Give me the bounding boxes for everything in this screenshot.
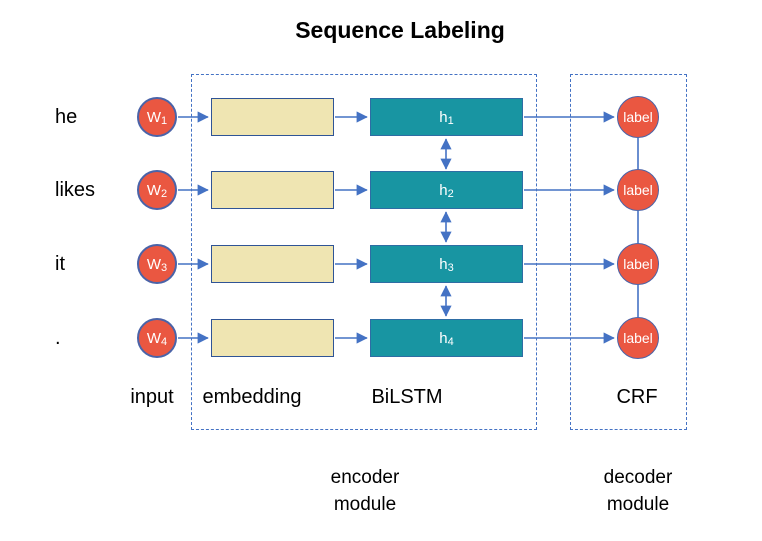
encoder-module-caption: encoder module xyxy=(331,464,400,518)
crf-label-node-4: label xyxy=(617,317,659,359)
crf-label-node-3: label xyxy=(617,243,659,285)
layer-label-bilstm: BiLSTM xyxy=(371,386,443,408)
w2-label: W2 xyxy=(146,181,168,200)
word-node-w2: W2 xyxy=(137,170,177,210)
decoder-module-caption: decoder module xyxy=(604,464,673,518)
diagram-title: Sequence Labeling xyxy=(295,17,505,43)
word-node-w1: W1 xyxy=(137,97,177,137)
h2-label: h2 xyxy=(439,181,454,200)
decoder-module-box xyxy=(570,74,687,430)
bilstm-box-h1: h1 xyxy=(370,98,523,136)
h4-label: h4 xyxy=(439,329,454,348)
crf-label-node-1: label xyxy=(617,96,659,138)
bilstm-box-h3: h3 xyxy=(370,245,523,283)
h3-label: h3 xyxy=(439,255,454,274)
input-word-1: he xyxy=(55,106,78,128)
input-word-2: likes xyxy=(55,179,96,201)
layer-label-crf: CRF xyxy=(616,386,658,408)
decoder-module-caption-line1: decoder xyxy=(603,467,673,488)
bilstm-box-h4: h4 xyxy=(370,319,523,357)
input-word-3: it xyxy=(55,253,65,275)
bilstm-box-h2: h2 xyxy=(370,171,523,209)
encoder-module-box xyxy=(191,74,537,430)
embedding-box-1 xyxy=(211,98,334,136)
w1-label: W1 xyxy=(146,108,168,127)
h1-label: h1 xyxy=(439,108,454,127)
w4-label: W4 xyxy=(146,329,168,348)
embedding-box-2 xyxy=(211,171,334,209)
input-word-4: . xyxy=(55,327,61,349)
embedding-box-3 xyxy=(211,245,334,283)
layer-label-embedding: embedding xyxy=(202,386,302,408)
crf-label-node-2: label xyxy=(617,169,659,211)
layer-label-input: input xyxy=(130,386,174,408)
word-node-w4: W4 xyxy=(137,318,177,358)
decoder-module-caption-line2: module xyxy=(606,494,670,515)
w3-label: W3 xyxy=(146,255,168,274)
encoder-module-caption-line1: encoder xyxy=(330,467,400,488)
embedding-box-4 xyxy=(211,319,334,357)
encoder-module-caption-line2: module xyxy=(333,494,397,515)
word-node-w3: W3 xyxy=(137,244,177,284)
